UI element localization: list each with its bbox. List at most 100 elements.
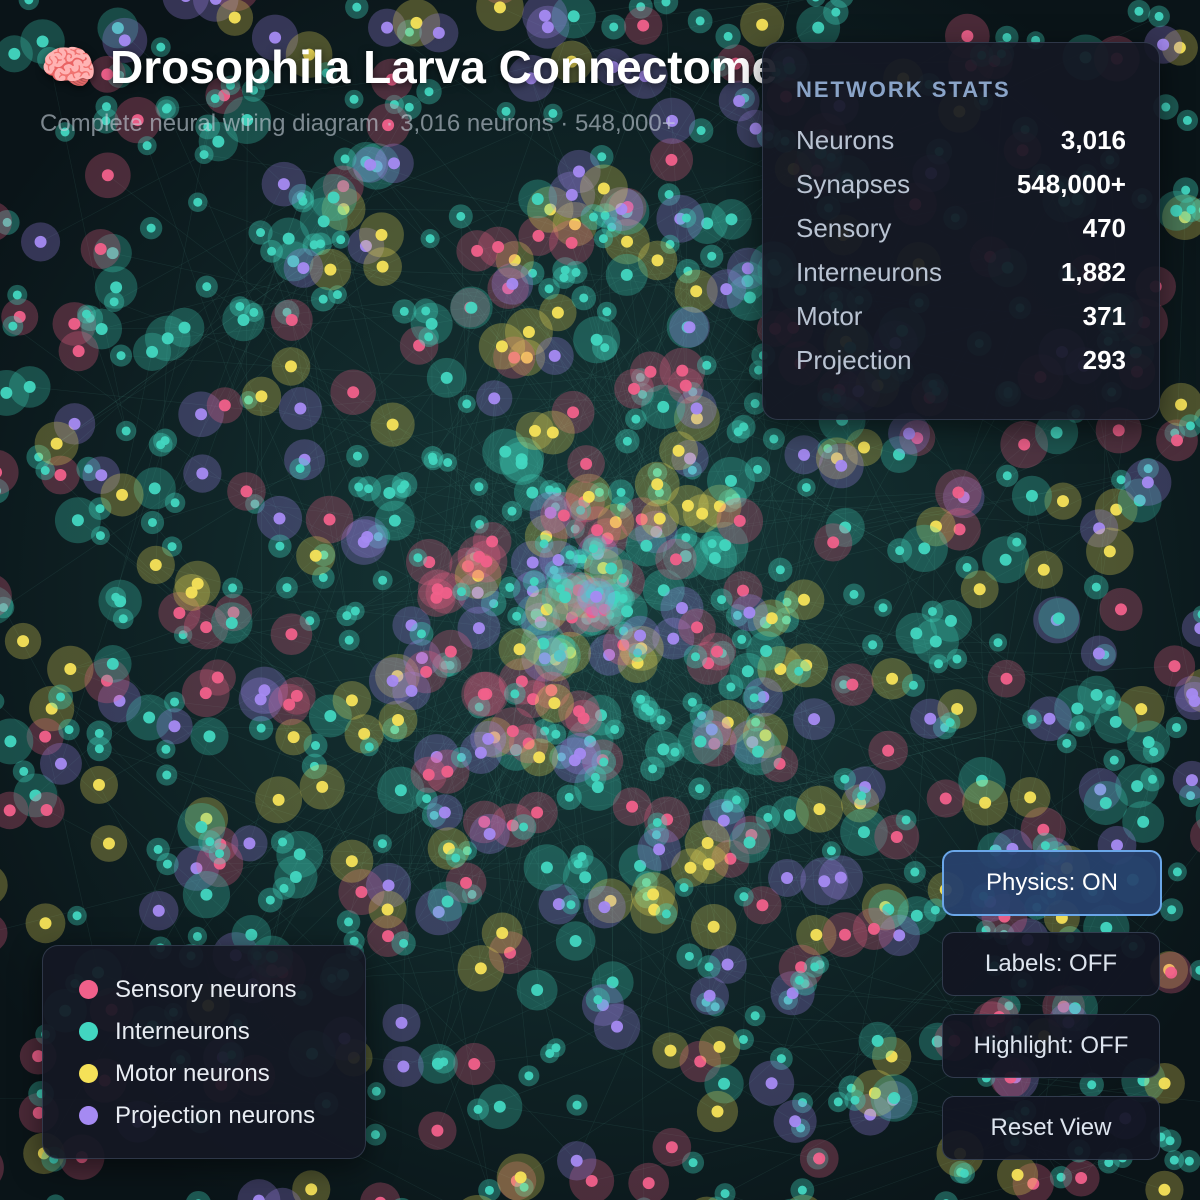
node [95,504,105,514]
node [679,883,689,893]
edge [530,78,637,420]
node [675,602,688,615]
edge [721,599,821,965]
node [694,1055,707,1068]
control-button[interactable]: Highlight: OFF [942,1014,1160,1078]
edge [646,651,718,897]
node [258,684,271,697]
node [148,482,161,495]
node [924,712,937,725]
node [342,611,352,621]
node [681,533,691,543]
node [810,928,823,941]
node [1154,11,1164,21]
node [382,119,395,132]
edge [479,346,503,525]
node-glow [0,718,34,765]
node [683,321,696,334]
node [507,506,517,516]
edge [575,528,677,560]
edge [724,545,729,723]
node [211,671,224,684]
node [918,542,931,555]
edge [224,266,383,406]
node [160,436,170,446]
edge [532,441,628,592]
node [241,114,254,127]
node [425,234,435,244]
node [631,414,641,424]
node [590,333,603,346]
node [56,692,66,702]
edge [644,76,748,282]
node [724,474,737,487]
edge [387,788,700,910]
node [440,371,453,384]
node [482,732,495,745]
node [1142,736,1155,749]
edge [564,596,728,807]
node [743,606,756,619]
node [999,553,1012,566]
stat-value: 3,016 [1060,125,1126,155]
node [605,562,618,575]
edge [460,216,628,442]
edge [546,609,557,735]
node [24,0,34,5]
node [404,27,414,37]
node [567,10,580,23]
node [267,246,277,256]
node [610,724,620,734]
node [71,514,84,527]
edge [753,697,875,929]
node [639,70,652,83]
node [504,946,517,959]
node [615,203,628,216]
edge [494,730,545,738]
node [1133,494,1146,507]
node [667,632,680,645]
edge [528,536,547,744]
edge [403,943,490,1191]
node [405,619,418,632]
node [774,662,787,675]
node [708,737,721,750]
node [750,399,760,409]
node [161,332,174,345]
control-button[interactable]: Physics: ON [942,850,1162,916]
node [190,862,203,875]
node-glow [18,0,40,11]
node [927,606,937,616]
node [1094,783,1107,796]
edge [845,479,1122,528]
edge [726,500,731,807]
node [696,507,709,520]
node [23,380,36,393]
node [438,806,451,819]
edge [331,743,529,979]
edge [657,822,991,903]
edge [836,398,900,551]
node [410,16,423,29]
node [432,905,445,918]
control-button[interactable]: Reset View [942,1096,1160,1160]
edge [850,906,886,1089]
node [753,464,763,474]
node [1110,503,1123,516]
node [665,1141,678,1154]
edge [608,288,727,655]
control-button[interactable]: Labels: OFF [942,932,1160,996]
edge [806,487,1081,727]
node [199,150,209,160]
node [566,900,576,910]
node [609,516,622,529]
node [441,765,454,778]
node-glow [1190,819,1200,853]
edge [577,327,688,559]
edge [254,396,262,505]
legend-item: Projection neurons [79,1102,315,1130]
edge [639,635,875,930]
node [1105,695,1115,705]
edge [690,867,900,936]
